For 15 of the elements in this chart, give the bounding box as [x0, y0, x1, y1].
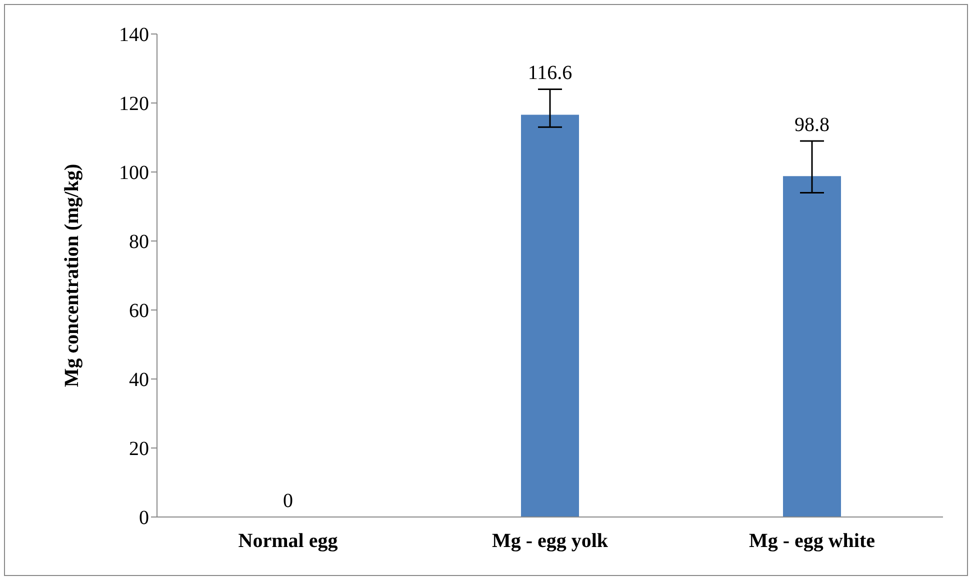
- data-label: 0: [283, 490, 293, 512]
- y-tick-label: 60: [129, 300, 149, 322]
- y-tick-label: 120: [119, 93, 149, 116]
- y-tick-label: 0: [139, 507, 149, 530]
- x-tick-label: Mg - egg yolk: [492, 530, 609, 552]
- data-label: 116.6: [528, 62, 572, 84]
- y-tick-label: 20: [129, 438, 149, 460]
- data-label: 98.8: [794, 114, 830, 136]
- x-tick-label: Mg - egg white: [748, 530, 876, 552]
- y-tick-label: 100: [119, 162, 149, 184]
- y-tick-label: 140: [119, 24, 149, 46]
- x-tick-label: Normal egg: [238, 530, 338, 552]
- y-tick-label: 80: [129, 231, 149, 254]
- y-axis-title: Mg concentration (mg/kg): [61, 164, 83, 388]
- y-tick-label: 40: [129, 369, 149, 392]
